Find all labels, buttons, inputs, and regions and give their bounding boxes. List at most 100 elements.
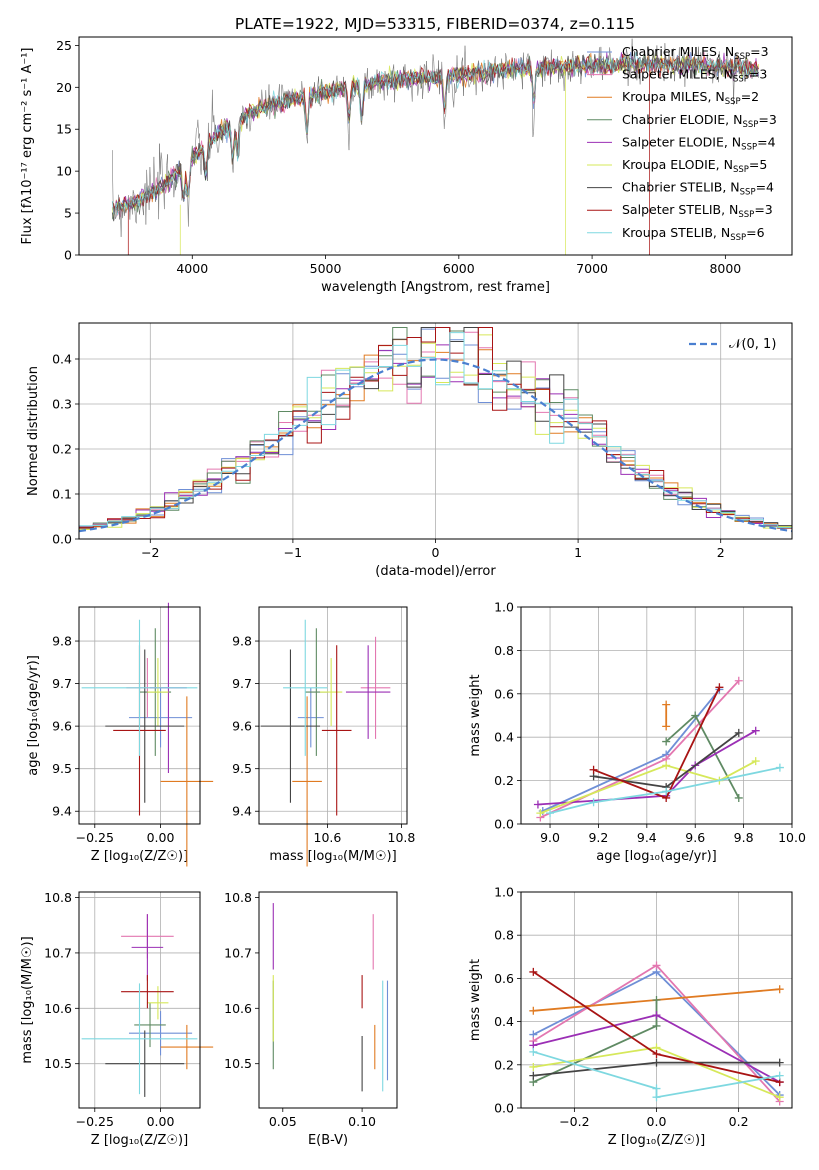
y-tick-label: 9.8 bbox=[232, 634, 252, 649]
data-point-marker bbox=[536, 809, 545, 818]
legend: Chabrier MILES, NSSP=3 Salpeter MILES, NS… bbox=[587, 44, 777, 243]
residual-histogram bbox=[79, 327, 792, 529]
y-axis-label: Flux [fλ10⁻¹⁷ erg cm⁻² s⁻¹ A⁻¹] bbox=[20, 48, 35, 245]
x-tick-label: 0.05 bbox=[269, 1114, 297, 1129]
x-tick-label: 9.4 bbox=[637, 830, 657, 845]
data-point-marker bbox=[533, 800, 542, 809]
x-tick-label: 0 bbox=[432, 545, 440, 560]
x-tick-label: 5000 bbox=[310, 261, 342, 276]
data-point-marker bbox=[652, 961, 661, 970]
x-axis-label: wavelength [Angstrom, rest frame] bbox=[321, 280, 550, 295]
y-tick-label: 0.6 bbox=[494, 971, 514, 986]
mass-vs-ebv-panel: 0.05 0.10 10.5 10.6 10.7 10.8 E(B-V) bbox=[224, 890, 398, 1148]
x-tick-label: 6000 bbox=[443, 261, 475, 276]
y-tick-label: 0.3 bbox=[52, 397, 72, 412]
y-tick-label: 9.5 bbox=[52, 761, 72, 776]
legend-entry: 𝒩(0, 1) bbox=[729, 337, 776, 352]
mass-weight-line bbox=[542, 688, 721, 812]
plot-frame bbox=[520, 606, 793, 825]
normal-reference-curve bbox=[78, 358, 793, 533]
mass-weight-line bbox=[593, 686, 721, 800]
data-point-marker bbox=[715, 683, 724, 692]
y-tick-label: 15 bbox=[56, 122, 72, 137]
x-tick-label: −1 bbox=[284, 545, 302, 560]
x-tick-label: 10.0 bbox=[778, 830, 806, 845]
y-tick-label: 0.8 bbox=[494, 928, 514, 943]
y-tick-label: 10.7 bbox=[224, 945, 252, 960]
x-tick-label: 0.00 bbox=[147, 830, 175, 845]
y-tick-label: 0.4 bbox=[52, 352, 72, 367]
y-axis-label: mass weight bbox=[468, 959, 483, 1041]
legend-entry: Chabrier STELIB, NSSP=4 bbox=[622, 180, 774, 198]
mass-weight-line bbox=[549, 766, 781, 814]
x-axis-label: (data-model)/error bbox=[375, 564, 496, 579]
data-point-marker bbox=[662, 737, 671, 746]
y-tick-label: 9.7 bbox=[232, 676, 252, 691]
y-tick-label: 0.0 bbox=[494, 817, 514, 832]
x-tick-label: 0.00 bbox=[147, 1114, 175, 1129]
x-tick-label: 2 bbox=[717, 545, 725, 560]
plot-frame bbox=[520, 891, 793, 1109]
legend-entry: Salpeter STELIB, NSSP=3 bbox=[622, 202, 773, 220]
y-tick-label: 20 bbox=[56, 80, 72, 95]
data-point-marker bbox=[734, 676, 743, 685]
data-point-marker bbox=[529, 1071, 538, 1080]
x-tick-label: 0.0 bbox=[647, 1114, 667, 1129]
age-vs-mass-panel: 10.6 10.8 9.4 9.5 9.6 9.7 9.8 mass [log₁₀(M/M☉)… bbox=[232, 606, 415, 867]
data-point-marker bbox=[652, 1058, 661, 1067]
y-tick-label: 0 bbox=[64, 248, 72, 263]
data-point-marker bbox=[529, 1062, 538, 1071]
x-tick-label: 10.6 bbox=[314, 830, 342, 845]
y-tick-label: 10.8 bbox=[44, 890, 72, 905]
residual-histogram-panel: −2 −1 0 1 2 0.0 0.1 0.2 0.3 0.4 (data-model)/error… bbox=[26, 322, 793, 579]
y-tick-label: 1.0 bbox=[494, 600, 514, 615]
y-tick-label: 10.8 bbox=[224, 890, 252, 905]
y-tick-label: 0.6 bbox=[494, 686, 514, 701]
y-tick-label: 10.5 bbox=[224, 1056, 252, 1071]
x-tick-label: −0.25 bbox=[76, 1114, 114, 1129]
spectrum-panel: 4000 5000 6000 7000 8000 0 5 10 15 20 25 wavelength… bbox=[20, 36, 793, 295]
data-point-marker bbox=[775, 1071, 784, 1080]
y-tick-label: 5 bbox=[64, 206, 72, 221]
x-tick-label: 9.2 bbox=[588, 830, 608, 845]
x-tick-label: 1 bbox=[574, 545, 582, 560]
legend-entry: Salpeter ELODIE, NSSP=4 bbox=[622, 134, 776, 152]
y-tick-label: 9.5 bbox=[232, 761, 252, 776]
y-tick-label: 0.2 bbox=[52, 442, 72, 457]
mass-weight-vs-metallicity-panel: −0.2 0.0 0.2 0.0 0.2 0.4 0.6 0.8 1.0 Z [log₁₀(Z/Z… bbox=[468, 885, 793, 1148]
data-point-marker bbox=[652, 1021, 661, 1030]
data-point-marker bbox=[589, 765, 598, 774]
plot-frame bbox=[258, 606, 408, 825]
y-axis-label: age [log₁₀(age/yr)] bbox=[26, 655, 41, 776]
data-point-marker bbox=[751, 757, 760, 766]
mass-vs-metallicity-panel: −0.25 0.00 10.5 10.6 10.7 10.8 Z [log₁₀(Z/Z☉)]… bbox=[20, 890, 214, 1148]
plot-frame bbox=[78, 606, 201, 825]
data-point-marker bbox=[662, 700, 671, 709]
plot-frame bbox=[78, 322, 793, 540]
x-tick-label: 4000 bbox=[176, 261, 208, 276]
data-point-marker bbox=[775, 763, 784, 772]
data-point-marker bbox=[529, 1006, 538, 1015]
legend-entry: Salpeter MILES, NSSP=3 bbox=[622, 67, 767, 85]
y-tick-label: 9.8 bbox=[52, 634, 72, 649]
observed-spectrum-line bbox=[112, 38, 759, 237]
x-tick-label: 9.0 bbox=[540, 830, 560, 845]
y-tick-label: 9.6 bbox=[232, 719, 252, 734]
y-tick-label: 10 bbox=[56, 164, 72, 179]
figure-title: PLATE=1922, MJD=53315, FIBERID=0374, z=0… bbox=[235, 15, 635, 33]
y-tick-label: 0.4 bbox=[494, 730, 514, 745]
x-tick-label: 8000 bbox=[709, 261, 741, 276]
x-axis-label: mass [log₁₀(M/M☉)] bbox=[269, 849, 396, 864]
plot-frame bbox=[78, 891, 201, 1109]
y-tick-label: 0.4 bbox=[494, 1014, 514, 1029]
y-tick-label: 0.8 bbox=[494, 643, 514, 658]
y-tick-label: 0.0 bbox=[494, 1101, 514, 1116]
x-tick-label: 0.2 bbox=[729, 1114, 749, 1129]
x-axis-label: Z [log₁₀(Z/Z☉)] bbox=[608, 1133, 705, 1148]
legend-entry: Kroupa ELODIE, NSSP=5 bbox=[622, 157, 767, 175]
data-point-marker bbox=[652, 1050, 661, 1058]
y-tick-label: 10.6 bbox=[224, 1001, 252, 1016]
x-axis-label: age [log₁₀(age/yr)] bbox=[596, 849, 717, 864]
y-tick-label: 0.2 bbox=[494, 773, 514, 788]
